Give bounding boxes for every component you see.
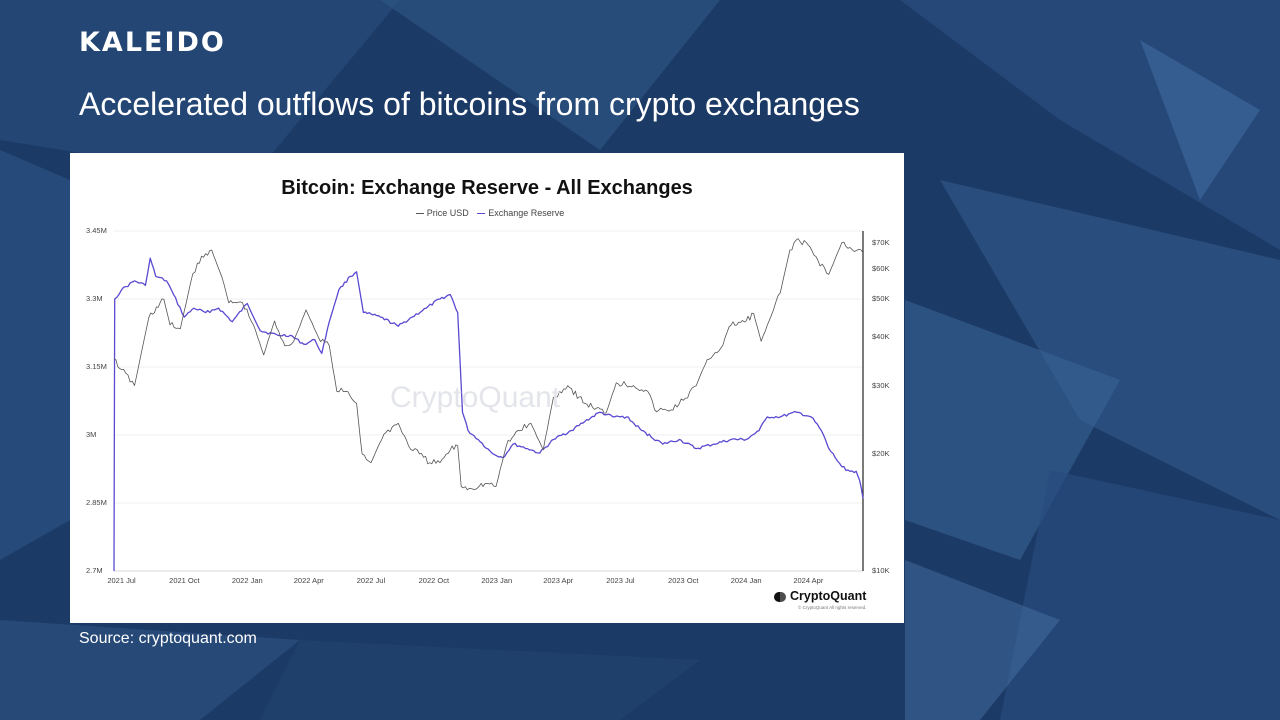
legend-swatch-reserve — [477, 213, 486, 215]
source-caption: Source: cryptoquant.com — [79, 630, 257, 647]
y-right-tick-label: $50K — [872, 294, 890, 304]
chart-watermark: CryptoQuant — [390, 381, 561, 414]
legend-item-reserve: Exchange Reserve — [488, 208, 565, 218]
y-right-tick-label: $20K — [872, 449, 890, 459]
y-left-tick-label: 3.3M — [86, 294, 103, 303]
y-left-tick-label: 2.85M — [86, 498, 107, 507]
x-tick-label: 2024 Jan — [730, 576, 762, 585]
logo-text: CryptoQuant — [790, 589, 867, 603]
x-tick-label: 2022 Apr — [293, 576, 324, 585]
copyright-text: © CryptoQuant All rights reserved. — [798, 605, 867, 610]
y-left-tick-label: 3.45M — [86, 226, 107, 235]
x-tick-label: 2023 Apr — [543, 576, 574, 585]
x-tick-label: 2023 Oct — [668, 576, 699, 585]
chart-title: Bitcoin: Exchange Reserve - All Exchange… — [281, 177, 693, 199]
x-tick-label: 2024 Apr — [793, 576, 824, 585]
y-left-tick-label: 2.7M — [86, 566, 103, 575]
y-left-tick-label: 3M — [86, 430, 97, 439]
x-tick-label: 2022 Jan — [231, 576, 263, 585]
y-right-tick-label: $60K — [872, 263, 890, 273]
page-title: Accelerated outflows of bitcoins from cr… — [79, 86, 860, 122]
series-line-exchange-reserve — [113, 257, 864, 572]
x-tick-label: 2023 Jul — [606, 576, 635, 585]
y-right-tick-label: $10K — [872, 566, 890, 575]
y-left-tick-label: 3.15M — [86, 362, 107, 371]
series-line-price-usd — [113, 238, 864, 491]
x-tick-label: 2023 Jan — [481, 576, 513, 585]
x-tick-label: 2022 Oct — [418, 576, 450, 585]
cryptoquant-logo: CryptoQuant — [774, 589, 866, 603]
chart-panel: CryptoQuant Bitcoin: Exchange Reserve - … — [70, 153, 904, 623]
chart-canvas — [113, 230, 864, 572]
chart-legend: Price USD Exchange Reserve — [70, 208, 904, 218]
x-tick-label: 2022 Jul — [356, 576, 386, 585]
legend-swatch-price — [415, 213, 424, 215]
y-right-tick-label: $40K — [872, 332, 890, 342]
x-tick-label: 2021 Oct — [169, 576, 200, 585]
y-right-tick-label: $30K — [872, 380, 890, 390]
x-tick-label: 2021 Jul — [107, 576, 136, 585]
y-right-tick-label: $70K — [872, 237, 890, 247]
cryptoquant-logo-icon — [774, 591, 786, 602]
legend-item-price: Price USD — [426, 208, 469, 218]
brand-logo: KALEIDO — [79, 27, 226, 58]
